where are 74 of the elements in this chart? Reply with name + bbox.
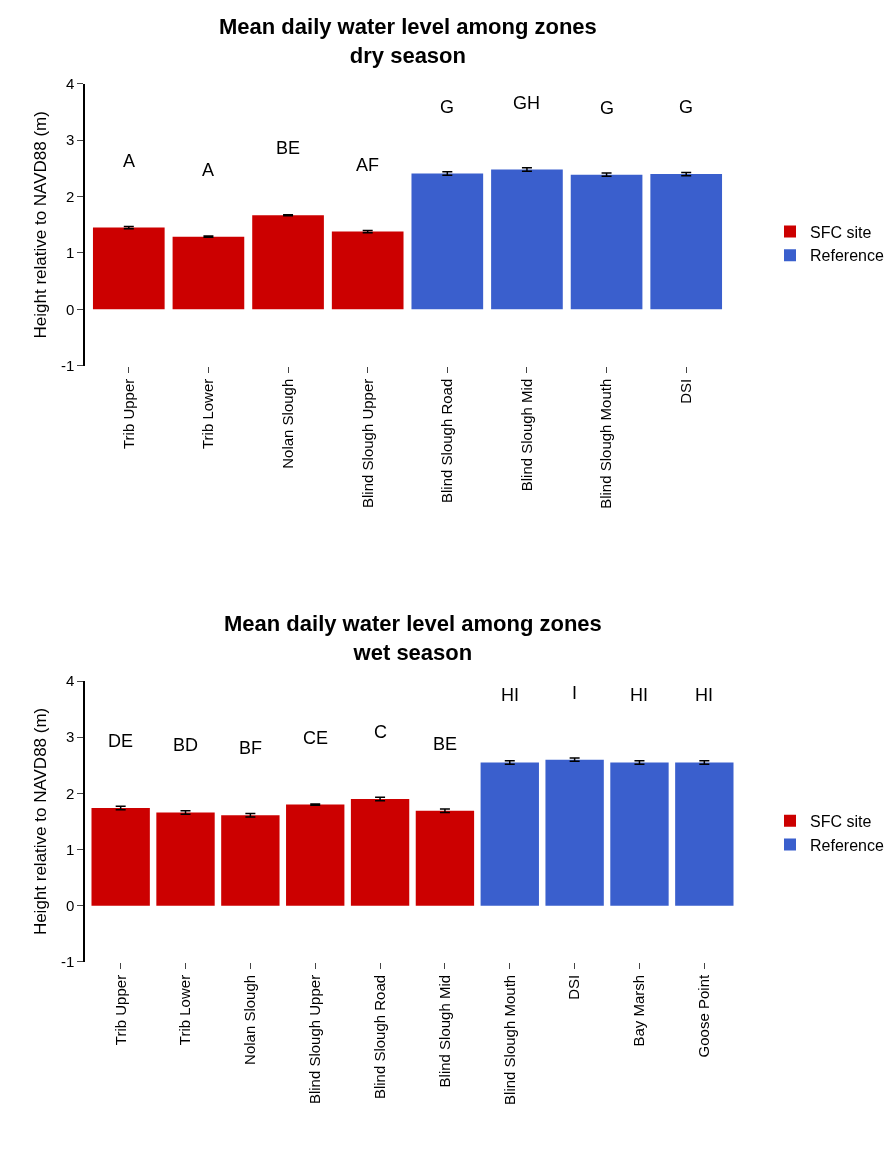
chart-title: Mean daily water level among zones wet season: [224, 611, 602, 665]
x-tick-label: Trib Upper: [119, 378, 137, 450]
annotation: GH: [513, 93, 540, 113]
x-tick-label: Blind Slough Mouth: [597, 378, 615, 509]
y-tick-label: 1: [65, 840, 75, 858]
legend-label: SFC site: [810, 812, 872, 830]
bar: [650, 174, 723, 310]
y-tick-label: 3: [65, 728, 75, 746]
annotation: C: [374, 722, 387, 742]
bar: [221, 815, 280, 906]
y-tick-label: 1: [65, 244, 75, 262]
x-tick-label: Blind Slough Road: [370, 974, 388, 1100]
annotation: HI: [695, 685, 713, 705]
y-axis-title: Height relative to NAVD88 (m): [30, 707, 50, 936]
annotation: BD: [173, 735, 199, 755]
annotation: G: [600, 98, 615, 118]
bar: [252, 215, 324, 310]
x-tick-label: Nolan Slough: [241, 974, 259, 1065]
bar: [480, 762, 539, 906]
y-tick-label: 2: [65, 187, 75, 205]
legend-label: Reference: [810, 836, 884, 854]
legend-label: Reference: [810, 247, 884, 265]
x-tick-label: Blind Slough Upper: [358, 378, 376, 508]
bar: [570, 174, 643, 310]
x-tick-label: Blind Slough Mid: [517, 378, 535, 492]
y-tick-label: 0: [65, 300, 75, 318]
bar: [545, 759, 604, 906]
y-tick-label: -1: [60, 356, 75, 374]
x-tick-label: Blind Slough Upper: [306, 974, 324, 1105]
annotation: BF: [239, 738, 263, 758]
annotation: DE: [108, 731, 134, 751]
annotation: G: [440, 97, 455, 117]
y-tick-label: 3: [65, 131, 75, 149]
y-tick-label: -1: [60, 953, 75, 971]
x-tick-label: Goose Point: [695, 974, 713, 1058]
annotation: HI: [501, 685, 519, 705]
annotation: HI: [630, 685, 648, 705]
x-tick-label: Trib Lower: [176, 974, 194, 1046]
y-tick-label: 4: [65, 75, 75, 93]
bar: [610, 762, 669, 906]
annotation: AF: [356, 155, 380, 175]
x-tick-label: Nolan Slough: [278, 378, 296, 469]
y-tick-label: 2: [65, 784, 75, 802]
bar: [411, 173, 484, 310]
annotation: BE: [276, 138, 301, 158]
annotation: A: [202, 160, 215, 180]
x-tick-label: Blind Slough Mid: [435, 974, 453, 1088]
bar: [350, 798, 410, 906]
y-tick-label: 4: [65, 672, 75, 690]
bar: [675, 762, 734, 906]
chart-title: Mean daily water level among zones dry season: [219, 14, 597, 68]
bar: [286, 804, 345, 906]
bar: [92, 227, 165, 310]
annotation: CE: [303, 728, 329, 748]
annotation: I: [572, 683, 578, 703]
bar: [415, 810, 475, 906]
x-tick-label: DSI: [565, 974, 583, 1000]
bar: [491, 169, 563, 310]
x-tick-label: Bay Marsh: [630, 974, 648, 1047]
x-tick-label: Blind Slough Mouth: [500, 974, 518, 1105]
legend-label: SFC site: [810, 223, 872, 241]
annotation: BE: [433, 734, 458, 754]
y-axis-title: Height relative to NAVD88 (m): [30, 111, 50, 339]
annotation: A: [123, 151, 136, 171]
x-tick-label: Blind Slough Road: [438, 378, 456, 503]
x-tick-label: Trib Lower: [199, 378, 217, 450]
x-tick-label: Trib Upper: [111, 974, 129, 1046]
bar: [172, 236, 245, 310]
y-tick-label: 0: [65, 896, 75, 914]
bar: [156, 812, 215, 906]
bar: [331, 231, 404, 310]
bar: [91, 807, 150, 906]
x-tick-label: DSI: [677, 378, 695, 404]
annotation: G: [679, 97, 694, 117]
